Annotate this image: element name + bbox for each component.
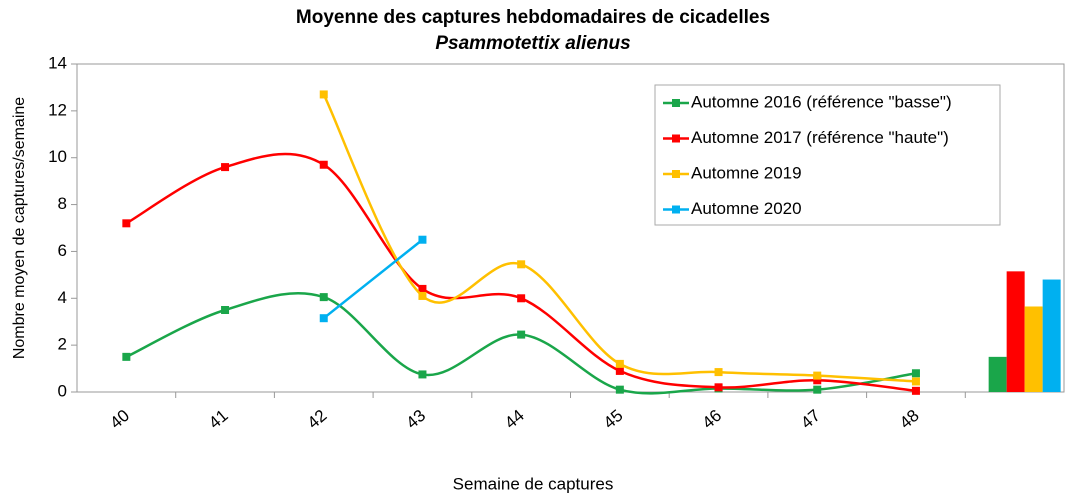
point	[911, 377, 920, 386]
point	[714, 383, 723, 392]
legend-box	[654, 84, 1001, 226]
point	[221, 306, 230, 314]
point	[615, 366, 624, 375]
point	[615, 385, 624, 394]
y-tick-label: 12	[48, 100, 67, 119]
x-axis-label: Semaine de captures	[453, 474, 614, 493]
legend-label: Automne 2017 (référence "haute")	[691, 128, 949, 147]
y-tick-label: 14	[48, 53, 67, 72]
point	[911, 386, 920, 395]
x-tick-label: 46	[699, 406, 726, 433]
x-tick-label: 43	[402, 406, 429, 433]
point	[319, 293, 328, 302]
legend-marker	[672, 170, 680, 178]
chart-title: Moyenne des captures hebdomadaires de ci…	[296, 7, 770, 28]
y-tick-label: 4	[58, 288, 67, 307]
series-line	[125, 152, 917, 393]
chart-subtitle: Psammotettix alienus	[435, 33, 630, 54]
x-tick-label: 44	[501, 406, 528, 433]
point	[615, 359, 624, 368]
point	[418, 235, 427, 244]
legend-label: Automne 2019	[691, 163, 802, 182]
point	[813, 371, 822, 380]
y-tick-label: 6	[58, 241, 67, 260]
point	[517, 330, 526, 339]
x-tick-label: 40	[106, 406, 133, 433]
legend-marker	[672, 99, 680, 107]
legend-label: Automne 2016 (référence "basse")	[691, 92, 952, 111]
x-tick-label: 48	[896, 406, 923, 433]
point	[122, 219, 131, 228]
mean-bar	[1006, 271, 1025, 392]
point	[813, 385, 822, 394]
y-axis-label: Nombre moyen de captures/semaine	[11, 97, 28, 359]
legend-marker	[672, 134, 680, 143]
mean-bar	[1024, 306, 1043, 392]
x-tick-label: 45	[600, 406, 627, 433]
point	[813, 376, 822, 385]
point	[418, 291, 427, 300]
point	[418, 370, 427, 379]
x-tick-label: 42	[304, 406, 331, 433]
y-tick-label: 2	[58, 335, 67, 354]
point	[517, 260, 526, 269]
point	[319, 314, 328, 323]
mean-bar	[1042, 279, 1061, 392]
point	[221, 163, 230, 172]
series-line	[322, 93, 917, 383]
x-tick-label: 41	[205, 406, 232, 433]
mean-bar	[988, 356, 1007, 392]
point	[517, 294, 526, 303]
point	[122, 352, 131, 361]
point	[319, 90, 328, 99]
legend-marker	[672, 205, 680, 214]
x-tick-label: 47	[797, 406, 824, 433]
point	[911, 369, 920, 378]
y-tick-label: 8	[58, 194, 67, 213]
point	[319, 160, 328, 169]
series-line	[322, 238, 424, 320]
point	[418, 284, 427, 293]
y-tick-label: 0	[58, 381, 67, 400]
point	[714, 368, 723, 377]
y-tick-label: 10	[48, 147, 67, 166]
legend-label: Automne 2020	[691, 199, 802, 218]
series-line	[125, 291, 917, 395]
